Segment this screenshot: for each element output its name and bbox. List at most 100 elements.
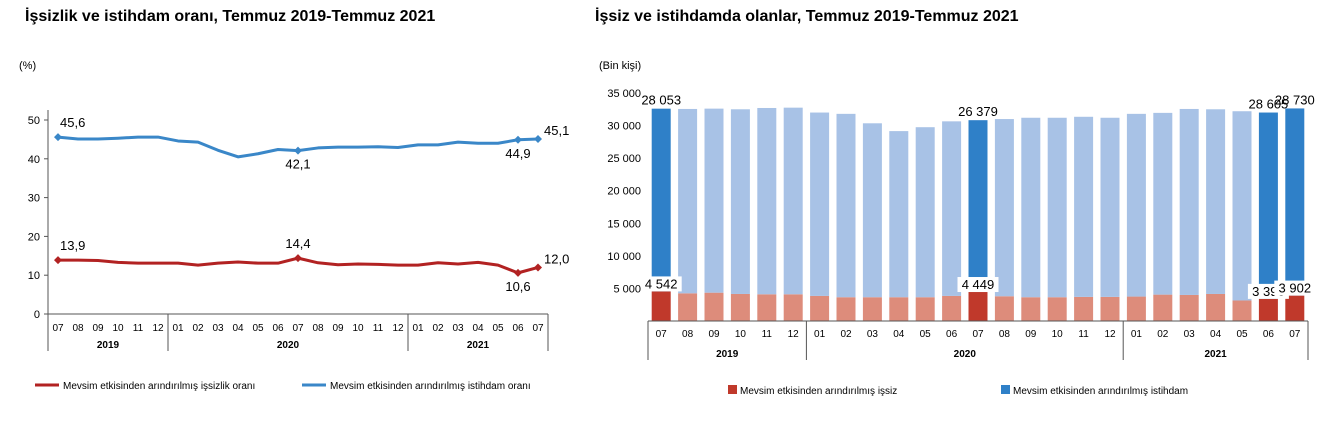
bar-unemployed [1153, 294, 1173, 321]
x-tick-label: 10 [1052, 329, 1064, 340]
bar-employed [1232, 111, 1252, 301]
x-tick-label: 09 [708, 329, 720, 340]
data-point-marker [514, 268, 522, 277]
x-tick-label: 02 [1157, 329, 1169, 340]
bar-unemployed [1126, 296, 1146, 321]
x-tick-label: 05 [920, 329, 932, 340]
bar-unemployed [783, 294, 803, 321]
bar-unemployed [915, 297, 935, 321]
legend-swatch [728, 385, 737, 394]
bar-employed [1021, 117, 1041, 298]
bar-unemployed [862, 297, 882, 321]
x-tick-label: 09 [1025, 329, 1037, 340]
x-tick-label: 07 [292, 323, 304, 334]
legend-label: Mevsim etkisinden arındırılmış işsizlik … [63, 381, 255, 392]
bar-chart-title: İşsiz ve istihdamda olanlar, Temmuz 2019… [595, 8, 1019, 25]
x-tick-label: 03 [1184, 329, 1196, 340]
y-axis-unit-label: (%) [19, 60, 36, 72]
x-tick-label: 03 [452, 323, 464, 334]
y-tick-label: 0 [34, 309, 40, 321]
bar-employed [810, 112, 830, 296]
y-tick-label: 10 000 [607, 251, 641, 263]
bar-employed [730, 109, 750, 294]
bar-employed [994, 119, 1014, 297]
x-tick-label: 12 [788, 329, 800, 340]
x-tick-label: 08 [72, 323, 84, 334]
y-tick-label: 30 000 [607, 121, 641, 133]
x-tick-label: 07 [1289, 329, 1301, 340]
data-label: 3 902 [1279, 281, 1312, 296]
bar-employed [678, 108, 698, 294]
bar-employed [915, 127, 935, 298]
x-tick-label: 01 [412, 323, 424, 334]
x-tick-label: 10 [735, 329, 747, 340]
year-label: 2021 [467, 340, 490, 351]
data-point-marker [54, 256, 62, 265]
bar-employed [1206, 109, 1226, 294]
x-tick-label: 07 [52, 323, 64, 334]
legend-label: Mevsim etkisinden arındırılmış istihdam … [330, 381, 531, 392]
data-label: 12,0 [544, 251, 569, 266]
y-tick-label: 5 000 [613, 283, 641, 295]
data-label: 45,1 [544, 123, 569, 138]
year-label: 2020 [277, 340, 300, 351]
data-label: 28 605 [1249, 97, 1289, 112]
y-tick-label: 20 000 [607, 186, 641, 198]
x-tick-label: 06 [512, 323, 524, 334]
bar-unemployed [889, 297, 909, 321]
line-chart-title: İşsizlik ve istihdam oranı, Temmuz 2019-… [25, 8, 436, 25]
x-tick-label: 08 [999, 329, 1011, 340]
bar-unemployed [1258, 298, 1278, 321]
data-label: 14,4 [285, 236, 310, 251]
bar-employed [1179, 108, 1199, 295]
y-tick-label: 30 [28, 193, 40, 205]
x-tick-label: 05 [492, 323, 504, 334]
data-label: 13,9 [60, 238, 85, 253]
bar-employed [1285, 108, 1305, 296]
data-label: 26 379 [958, 104, 998, 119]
data-point-marker [294, 254, 302, 263]
x-tick-label: 03 [867, 329, 879, 340]
x-tick-label: 07 [656, 329, 668, 340]
x-tick-label: 03 [212, 323, 224, 334]
bar-unemployed [678, 293, 698, 321]
x-tick-label: 12 [392, 323, 404, 334]
bar-unemployed [1047, 297, 1067, 321]
bar-unemployed [1021, 297, 1041, 321]
bar-unemployed [651, 291, 671, 321]
bar-unemployed [1074, 296, 1094, 321]
data-label: 42,1 [285, 157, 310, 172]
x-tick-label: 10 [112, 323, 124, 334]
x-tick-label: 02 [432, 323, 444, 334]
x-tick-label: 04 [893, 329, 905, 340]
data-label: 45,6 [60, 115, 85, 130]
bar-unemployed [1206, 293, 1226, 321]
x-tick-label: 06 [946, 329, 958, 340]
x-tick-label: 07 [532, 323, 544, 334]
bar-unemployed [968, 292, 988, 321]
bar-unemployed [1100, 296, 1120, 321]
x-tick-label: 11 [1078, 329, 1089, 340]
data-label-background [640, 276, 682, 292]
legend-label: Mevsim etkisinden arındırılmış istihdam [1013, 386, 1188, 397]
data-label: 28 053 [641, 93, 681, 108]
x-tick-label: 06 [1263, 329, 1275, 340]
data-label: 44,9 [505, 146, 530, 161]
bar-employed [1074, 116, 1094, 297]
legend-swatch [1001, 385, 1010, 394]
data-point-marker [534, 263, 542, 272]
x-tick-label: 12 [1104, 329, 1116, 340]
bar-unemployed [942, 295, 962, 321]
data-label-background [957, 277, 999, 293]
x-tick-label: 09 [92, 323, 104, 334]
x-tick-label: 08 [312, 323, 324, 334]
data-label: 10,6 [505, 279, 530, 294]
y-tick-label: 35 000 [607, 88, 641, 100]
bar-employed [704, 108, 724, 293]
x-tick-label: 11 [373, 323, 384, 334]
bar-employed [651, 108, 671, 292]
bar-employed [1047, 117, 1067, 298]
year-label: 2019 [97, 340, 120, 351]
year-label: 2021 [1204, 349, 1227, 360]
bar-employed [862, 123, 882, 298]
